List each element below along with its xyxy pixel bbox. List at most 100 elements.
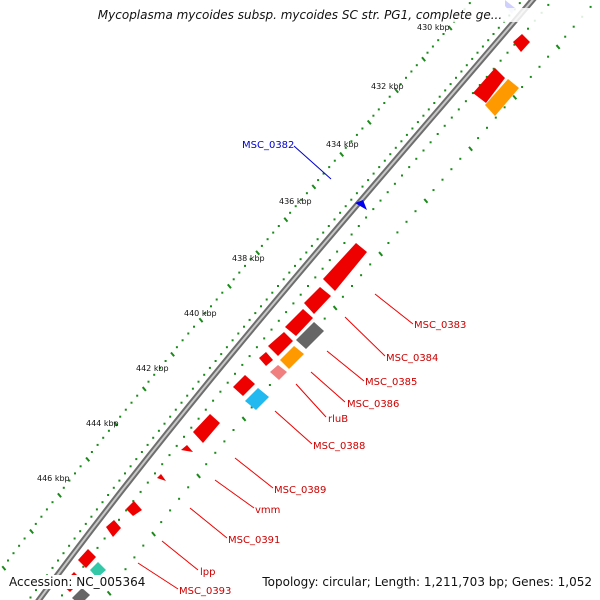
ring-dot (457, 108, 460, 111)
ring-dot (204, 408, 207, 411)
ring-dot (499, 59, 502, 62)
ring-dot (432, 189, 435, 192)
ring-dot (437, 39, 440, 42)
ring-dot (449, 83, 452, 86)
ring-dot (339, 211, 342, 214)
ring-dot (394, 146, 397, 149)
gene-feature[interactable] (259, 352, 273, 366)
ring-dot (369, 263, 372, 266)
ring-dot (180, 401, 183, 404)
gene-label[interactable]: vmm (255, 505, 280, 516)
ring-dot (444, 89, 447, 92)
ring-dot (146, 481, 149, 484)
gene-feature[interactable] (157, 474, 166, 481)
ring-dot (68, 479, 71, 482)
ring-dot (263, 337, 266, 340)
ring-dot (118, 518, 120, 521)
gene-feature[interactable] (513, 34, 530, 52)
gene-feature[interactable] (485, 79, 519, 116)
ring-dot (321, 267, 324, 270)
ring-dot (153, 373, 156, 376)
ring-dot (119, 415, 122, 418)
gene-label[interactable]: MSC_0385 (365, 377, 417, 388)
ring-dot (248, 355, 251, 358)
ring-dot (344, 146, 347, 149)
gene-feature[interactable] (270, 365, 287, 380)
gene-feature-blue[interactable] (355, 200, 367, 210)
ring-dot (169, 509, 172, 512)
ring-dot (68, 544, 71, 547)
ring-dot (96, 443, 99, 446)
ring-dot (388, 95, 391, 98)
ring-dot (423, 198, 429, 204)
gene-feature[interactable] (72, 588, 90, 600)
gene-feature[interactable] (473, 68, 505, 103)
ring-dot (299, 258, 302, 261)
ring-dot (316, 238, 319, 241)
ring-dot (294, 205, 297, 208)
ring-dot (35, 589, 37, 592)
gene-feature[interactable] (245, 388, 269, 410)
gene-feature[interactable] (304, 287, 331, 314)
kbp-label: 436 kbp (279, 197, 312, 206)
ring-dot (360, 274, 363, 277)
leader-lines (137, 145, 414, 590)
gene-label[interactable]: MSC_0388 (313, 441, 365, 452)
gene-label[interactable]: lpp (200, 567, 215, 578)
ring-dot (241, 416, 247, 422)
gene-feature[interactable] (181, 445, 193, 452)
ring-dot (513, 43, 516, 46)
kbp-label: 434 kbp (326, 140, 359, 149)
gene-label[interactable]: MSC_0382 (242, 140, 294, 151)
kbp-label: 440 kbp (184, 309, 217, 318)
gene-label[interactable]: rluB (328, 414, 348, 425)
gene-label[interactable]: MSC_0384 (386, 353, 438, 364)
ring-dot (232, 278, 235, 281)
ring-dot (383, 159, 386, 162)
gene-feature[interactable] (323, 243, 367, 291)
ring-dot (232, 429, 235, 431)
ring-dot (477, 137, 480, 140)
genome-backbone (35, 0, 537, 600)
ring-dot (168, 454, 171, 457)
gene-feature[interactable] (233, 375, 255, 396)
ring-dot (85, 456, 91, 462)
gene-feature[interactable] (296, 322, 324, 349)
ring-dot (73, 537, 76, 540)
kbp-label: 430 kbp (417, 23, 450, 32)
gene-label[interactable]: MSC_0393 (179, 586, 231, 597)
gene-feature[interactable] (193, 414, 220, 443)
gene-feature[interactable] (126, 501, 142, 516)
ring-dot (300, 198, 303, 201)
ring-dot (266, 238, 269, 241)
ring-dot (219, 390, 222, 393)
ring-dot (282, 278, 285, 281)
ring-dot (277, 319, 280, 322)
ring-dot (133, 556, 136, 559)
ring-dot (231, 339, 234, 342)
gene-feature[interactable] (285, 309, 313, 336)
ring-dot (292, 302, 295, 305)
ring-dot (377, 108, 380, 111)
ring-dot (220, 353, 223, 356)
gene-label[interactable]: MSC_0389 (274, 485, 326, 496)
ring-dot (564, 35, 567, 38)
gene-feature[interactable] (268, 332, 293, 356)
ring-dot (433, 102, 436, 104)
ring-dot (270, 328, 273, 331)
ring-dot (442, 33, 445, 35)
gene-feature[interactable] (280, 346, 304, 369)
gene-feature[interactable] (78, 549, 96, 568)
ring-dot (415, 157, 418, 160)
gene-labels: MSC_0382 MSC_0383 MSC_0384 MSC_0385 MSC_… (179, 140, 466, 597)
gene-label[interactable]: MSC_0386 (347, 399, 399, 410)
gene-feature[interactable] (90, 562, 106, 578)
gene-feature[interactable] (106, 520, 121, 537)
gene-label[interactable]: MSC_0391 (228, 535, 280, 546)
ring-dot (383, 102, 386, 104)
ring-dot (393, 182, 396, 185)
ring-dot (339, 151, 345, 158)
ring-dot (341, 295, 344, 298)
ring-dot (90, 515, 93, 518)
gene-label[interactable]: MSC_0383 (414, 320, 466, 331)
